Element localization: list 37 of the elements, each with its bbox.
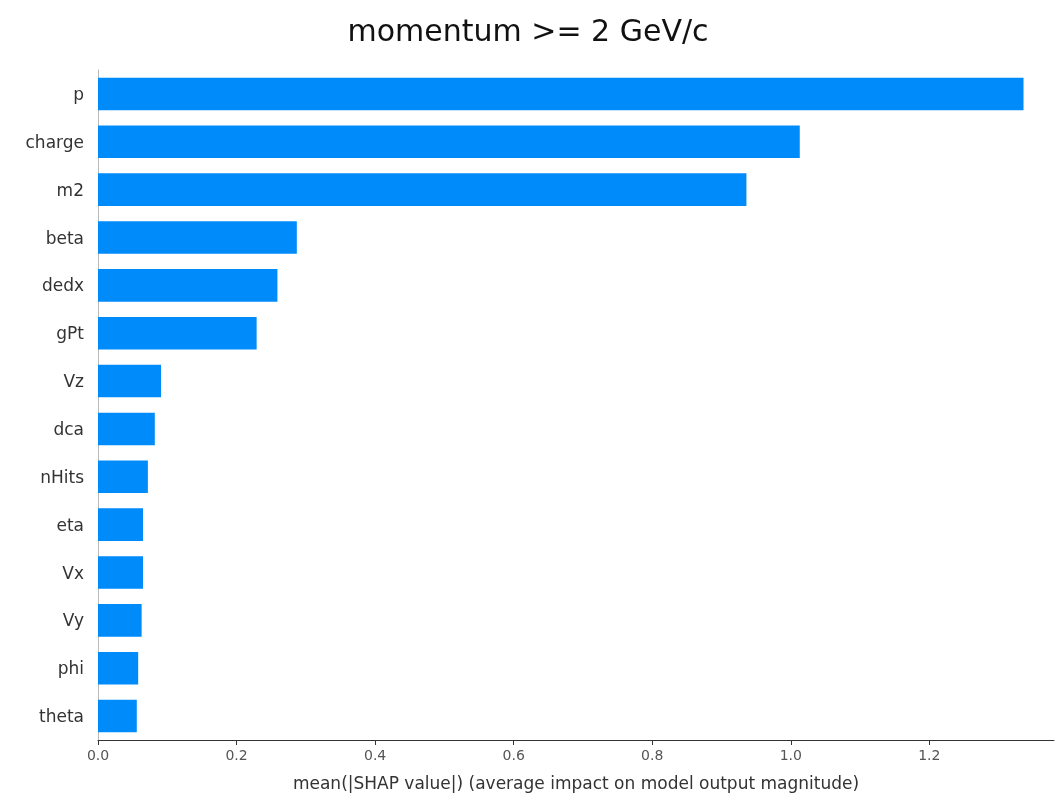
bar bbox=[98, 460, 148, 494]
bar bbox=[98, 508, 144, 541]
bar bbox=[98, 604, 142, 637]
bar bbox=[98, 125, 800, 159]
y-tick-label: dedx bbox=[41, 275, 84, 296]
bar bbox=[98, 651, 139, 685]
x-tick-label: 0.4 bbox=[363, 747, 387, 763]
chart-title: momentum >= 2 GeV/c bbox=[347, 12, 709, 48]
y-tick-label: m2 bbox=[56, 179, 84, 200]
y-tick-label: beta bbox=[45, 227, 84, 248]
bar bbox=[98, 77, 1024, 111]
y-tick-label: phi bbox=[57, 658, 84, 679]
y-tick-label: gPt bbox=[56, 323, 85, 344]
x-tick-label: 0.8 bbox=[641, 747, 664, 763]
bar bbox=[98, 364, 162, 398]
bar bbox=[98, 269, 278, 302]
x-tick-label: 0.0 bbox=[86, 747, 110, 763]
x-tick-label: 1.0 bbox=[779, 747, 802, 763]
y-tick-label: eta bbox=[56, 514, 84, 535]
y-tick-label: p bbox=[73, 83, 84, 104]
bar bbox=[98, 173, 747, 206]
y-tick-label: Vy bbox=[62, 610, 84, 631]
bar bbox=[98, 316, 257, 350]
x-tick-label: 1.2 bbox=[918, 747, 941, 763]
y-tick-label: charge bbox=[25, 131, 84, 152]
y-tick-label: Vx bbox=[62, 562, 84, 583]
bar bbox=[98, 221, 297, 254]
bar bbox=[98, 412, 155, 446]
x-axis-title: mean(|SHAP value|) (average impact on model output magnitude) bbox=[292, 772, 860, 793]
x-tick-label: 0.2 bbox=[225, 747, 248, 763]
bar bbox=[98, 556, 144, 589]
x-tick-label: 0.6 bbox=[502, 747, 525, 763]
y-tick-label: dca bbox=[53, 418, 84, 439]
bar bbox=[98, 699, 137, 733]
y-tick-label: nHits bbox=[40, 466, 85, 487]
y-tick-label: theta bbox=[39, 706, 84, 727]
y-tick-label: Vz bbox=[63, 371, 85, 392]
